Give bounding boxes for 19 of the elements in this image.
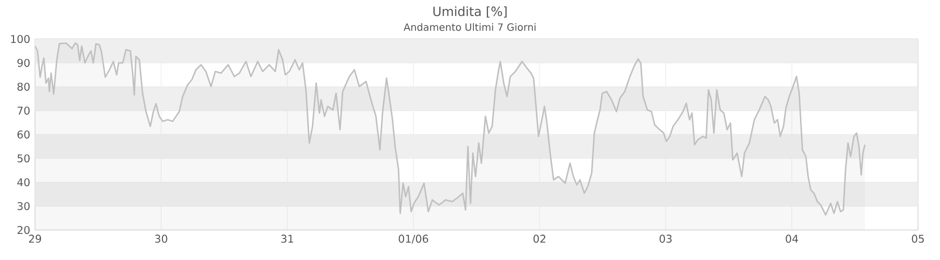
y-tick-label: 90 [17, 58, 30, 67]
x-tick-label: 29 [29, 234, 42, 243]
x-tick-label: 02 [533, 234, 546, 243]
x-tick-label: 01/06 [398, 234, 428, 244]
x-tick-label: 03 [660, 234, 672, 243]
y-tick-label: 100 [11, 34, 30, 44]
x-tick-label: 04 [786, 234, 798, 243]
y-tick-label: 20 [18, 226, 30, 234]
y-tick-label: 30 [18, 202, 30, 210]
y-tick-label: 70 [18, 106, 30, 115]
y-tick-label: 50 [18, 154, 30, 162]
x-tick-label: 05 [912, 234, 924, 243]
y-tick-label: 40 [17, 178, 30, 186]
x-tick-label: 31 [281, 234, 294, 243]
chart-title: Umidita [%] [433, 6, 507, 18]
chart-subtitle: Andamento Ultimi 7 Giorni [404, 23, 536, 31]
y-tick-label: 60 [17, 130, 30, 139]
x-tick-label: 30 [155, 234, 168, 243]
y-tick-label: 80 [17, 82, 30, 91]
